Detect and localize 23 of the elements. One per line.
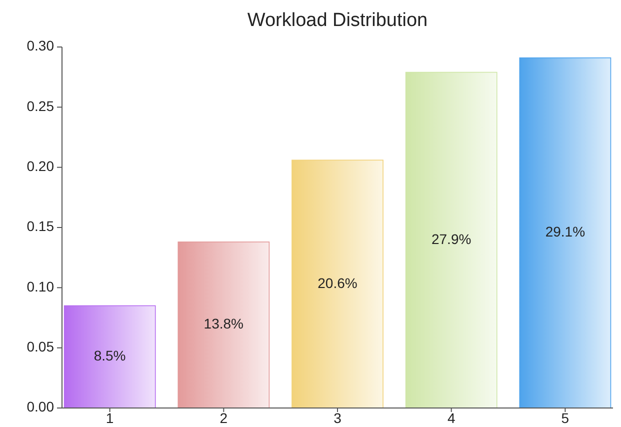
bar [519,57,612,408]
y-tick-label: 0.15 [26,218,54,234]
x-tick-label: 3 [334,410,342,426]
x-tick-label: 1 [106,410,114,426]
y-tick-label: 0.05 [26,338,54,355]
bar [64,305,156,408]
y-tick-label: 0.10 [26,278,54,294]
data-label: 27.9% [431,230,472,247]
data-label: 13.8% [204,316,244,332]
data-label: 8.5% [94,348,126,364]
y-tick-label: 0.00 [26,398,54,415]
y-tick-label: 0.25 [26,98,54,114]
y-tick-label: 0.20 [26,158,54,174]
bar [405,72,498,408]
x-tick-label: 2 [220,410,228,426]
y-tick-label: 0.30 [26,38,54,54]
data-label: 20.6% [318,274,358,291]
bar [292,160,384,408]
x-tick-label: 4 [447,410,456,426]
data-label: 29.1% [545,224,586,240]
bar [178,242,270,408]
x-tick-label: 5 [561,410,570,426]
chart-title: Workload Distribution [247,10,428,31]
